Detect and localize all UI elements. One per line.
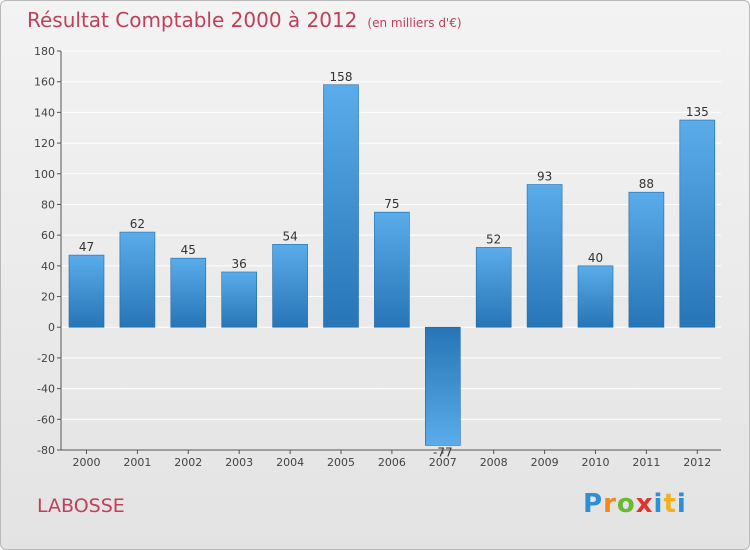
x-tick-label: 2001 bbox=[123, 456, 151, 469]
data-label-2002: 45 bbox=[181, 243, 196, 257]
bar-2012 bbox=[679, 119, 716, 328]
x-tick-label: 2006 bbox=[378, 456, 406, 469]
x-tick-label: 2012 bbox=[683, 456, 711, 469]
data-label-2000: 47 bbox=[79, 240, 94, 254]
chart-title-block: Résultat Comptable 2000 à 2012 (en millie… bbox=[27, 8, 462, 32]
data-label-2006: 75 bbox=[384, 197, 399, 211]
data-label-2009: 93 bbox=[537, 170, 552, 184]
bar-2007 bbox=[424, 326, 461, 446]
bar-2010 bbox=[577, 265, 614, 328]
bar-2003 bbox=[221, 271, 257, 328]
y-tick-label: 140 bbox=[34, 106, 55, 119]
bar-2009 bbox=[526, 184, 563, 328]
y-tick-label: 80 bbox=[41, 198, 55, 211]
data-label-2004: 54 bbox=[282, 229, 297, 243]
bar-2000 bbox=[68, 254, 105, 328]
data-label-2003: 36 bbox=[232, 257, 247, 271]
data-label-2010: 40 bbox=[588, 251, 603, 265]
x-tick-label: 2005 bbox=[327, 456, 355, 469]
y-tick-label: 180 bbox=[34, 45, 55, 58]
y-tick-label: 120 bbox=[34, 137, 55, 150]
chart-title: Résultat Comptable 2000 à 2012 bbox=[27, 8, 358, 32]
bar-2001 bbox=[119, 231, 156, 328]
x-tick-label: 2003 bbox=[225, 456, 253, 469]
x-tick-label: 2009 bbox=[531, 456, 559, 469]
y-tick-label: 160 bbox=[34, 76, 55, 89]
bar-2004 bbox=[272, 244, 308, 328]
proxiti-logo: Proxiti bbox=[583, 489, 687, 519]
y-tick-label: -40 bbox=[37, 383, 55, 396]
y-tick-label: 20 bbox=[41, 291, 55, 304]
data-label-2011: 88 bbox=[639, 177, 654, 191]
y-tick-label: 0 bbox=[48, 321, 55, 334]
data-label-2008: 52 bbox=[486, 232, 501, 246]
bar-2011 bbox=[628, 191, 665, 328]
x-tick-label: 2010 bbox=[582, 456, 610, 469]
chart-subtitle: (en milliers d'€) bbox=[367, 16, 462, 30]
data-label-2001: 62 bbox=[130, 217, 145, 231]
bar-2005 bbox=[323, 84, 359, 328]
bar-2006 bbox=[374, 211, 410, 328]
bar-2008 bbox=[475, 247, 512, 328]
x-tick-label: 2004 bbox=[276, 456, 304, 469]
y-tick-label: -80 bbox=[37, 444, 55, 457]
bar-2002 bbox=[170, 257, 207, 328]
y-tick-label: 60 bbox=[41, 229, 55, 242]
commune-name: LABOSSE bbox=[37, 495, 125, 517]
x-tick-label: 2007 bbox=[429, 456, 457, 469]
y-tick-label: 40 bbox=[41, 260, 55, 273]
x-tick-label: 2011 bbox=[632, 456, 660, 469]
y-tick-label: -60 bbox=[37, 413, 55, 426]
x-tick-label: 2002 bbox=[174, 456, 202, 469]
x-tick-label: 2000 bbox=[73, 456, 101, 469]
data-label-2012: 135 bbox=[686, 105, 709, 119]
y-tick-label: -20 bbox=[37, 352, 55, 365]
data-label-2005: 158 bbox=[330, 70, 353, 84]
y-tick-label: 100 bbox=[34, 168, 55, 181]
x-tick-label: 2008 bbox=[480, 456, 508, 469]
